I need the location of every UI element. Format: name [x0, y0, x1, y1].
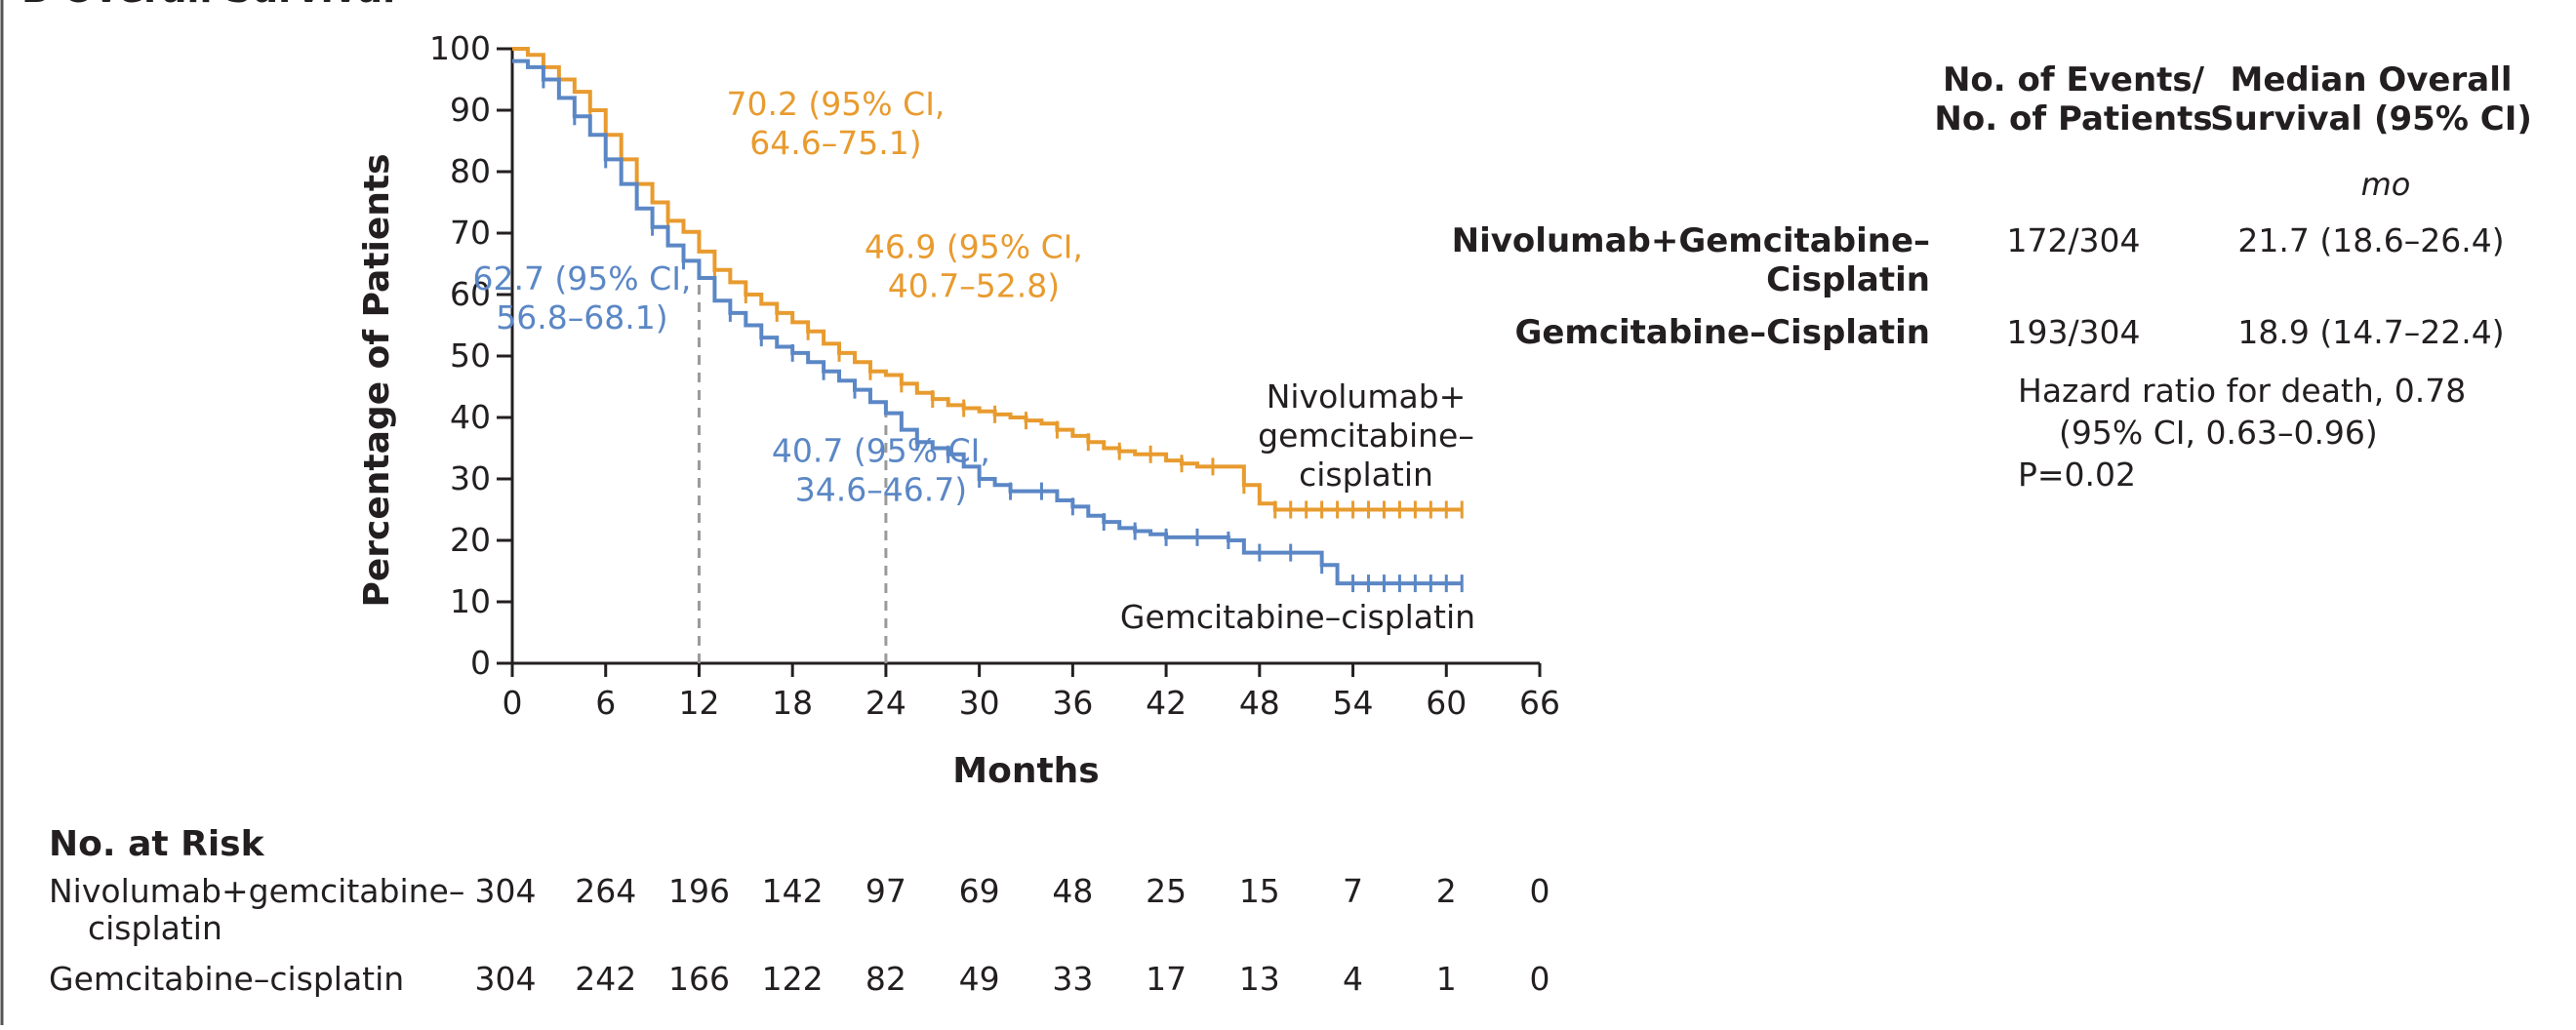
risk-row-label: Gemcitabine–cisplatin [49, 960, 404, 998]
median-header: Median Overall [2230, 60, 2512, 99]
risk-value: 15 [1239, 872, 1280, 910]
events-header: No. of Patients [1934, 99, 2212, 139]
risk-value: 7 [1343, 872, 1363, 910]
risk-value: 0 [1530, 960, 1550, 998]
risk-value: 242 [575, 960, 636, 998]
y-tick-label: 70 [450, 214, 491, 252]
risk-value: 196 [668, 872, 730, 910]
summary-row-label: Nivolumab+Gemcitabine– [1452, 221, 1930, 260]
summary-row-events: 172/304 [2006, 221, 2140, 259]
x-axis-title: Months [952, 751, 1099, 791]
x-tick-label: 18 [772, 684, 813, 722]
risk-value: 97 [865, 872, 906, 910]
gem-survival-curve [512, 59, 1463, 586]
y-tick-label: 60 [450, 275, 491, 313]
hazard-ratio-text: (95% CI, 0.63–0.96) [2059, 414, 2378, 452]
panel-title-group: B Overall Survival [21, 0, 395, 11]
x-tick-label: 0 [503, 684, 523, 722]
callout-text: 40.7 (95% CI, [772, 432, 990, 470]
risk-value: 142 [762, 872, 824, 910]
events-header: No. of Events/ [1943, 60, 2205, 99]
risk-value: 33 [1052, 960, 1093, 998]
nivo-series-label: cisplatin [1299, 456, 1433, 494]
axes: 0 6 12 18 24 30 36 42 48 54 60 66 0 10 20 30 40 50 60 70 80 9… [357, 29, 1560, 791]
survival-curves [512, 47, 1464, 593]
x-tick-label: 12 [678, 684, 719, 722]
risk-value: 166 [668, 960, 730, 998]
risk-value: 304 [475, 872, 537, 910]
x-tick-label: 42 [1146, 684, 1187, 722]
x-tick-label: 66 [1519, 684, 1560, 722]
risk-value: 1 [1436, 960, 1457, 998]
x-tick-label: 36 [1052, 684, 1093, 722]
risk-value: 13 [1239, 960, 1280, 998]
hazard-ratio-text: Hazard ratio for death, 0.78 [2018, 372, 2466, 410]
risk-value: 69 [959, 872, 1000, 910]
callout-text: 56.8–68.1) [496, 298, 667, 337]
gem-series-label: Gemcitabine–cisplatin [1120, 598, 1475, 636]
callout-text: 62.7 (95% CI, [472, 259, 691, 297]
risk-value: 25 [1146, 872, 1187, 910]
nivo-series-label: Nivolumab+ [1267, 377, 1467, 416]
callout-text: 64.6–75.1) [749, 124, 921, 162]
y-tick-label: 20 [450, 521, 491, 559]
risk-value: 49 [959, 960, 1000, 998]
risk-value: 2 [1436, 872, 1457, 910]
risk-value: 0 [1530, 872, 1550, 910]
risk-value: 122 [762, 960, 824, 998]
risk-row-label: Nivolumab+gemcitabine– [49, 872, 464, 910]
x-tick-label: 60 [1426, 684, 1467, 722]
summary-row-label: Gemcitabine–Cisplatin [1514, 313, 1930, 352]
reference-lines [697, 277, 888, 663]
callout-text: 40.7–52.8) [888, 267, 1060, 305]
y-tick-label: 80 [450, 152, 491, 190]
y-tick-label: 40 [450, 398, 491, 436]
x-tick-label: 6 [595, 684, 616, 722]
risk-value: 17 [1146, 960, 1187, 998]
y-tick-label: 0 [470, 644, 491, 682]
callout-text: 46.9 (95% CI, [865, 228, 1083, 266]
hazard-ratio-text: P=0.02 [2018, 456, 2136, 494]
y-tick-label: 50 [450, 337, 491, 375]
callout-text: 70.2 (95% CI, [726, 85, 945, 123]
y-tick-label: 30 [450, 459, 491, 497]
risk-value: 4 [1343, 960, 1363, 998]
risk-row-label: cisplatin [88, 909, 222, 947]
x-tick-label: 48 [1239, 684, 1280, 722]
y-tick-label: 100 [429, 29, 491, 67]
x-tick-label: 30 [959, 684, 1000, 722]
x-tick-label: 24 [865, 684, 906, 722]
x-tick-label: 54 [1333, 684, 1374, 722]
summary-row-median: 18.9 (14.7–22.4) [2237, 313, 2504, 351]
y-tick-label: 90 [450, 91, 491, 129]
y-tick-label: 10 [450, 582, 491, 620]
summary-row-median: 21.7 (18.6–26.4) [2237, 221, 2504, 259]
risk-value: 82 [865, 960, 906, 998]
summary-row-label: Cisplatin [1766, 260, 1930, 299]
risk-table: No. at Risk Nivolumab+gemcitabine–cisplat… [49, 824, 1550, 998]
median-header: Survival (95% CI) [2210, 99, 2532, 139]
callout-text: 34.6–46.7) [795, 471, 967, 509]
summary-table: No. of Events/No. of Patients Median Over… [1452, 60, 2532, 494]
units-label: mo [2361, 166, 2411, 203]
nivo-series-label: gemcitabine– [1258, 416, 1474, 455]
annotations: 70.2 (95% CI,64.6–75.1)46.9 (95% CI,40.7… [472, 85, 1475, 636]
risk-value: 264 [575, 872, 636, 910]
risk-table-title: No. at Risk [49, 824, 265, 864]
panel-title: B Overall Survival [21, 0, 395, 11]
y-axis-title: Percentage of Patients [357, 153, 397, 607]
risk-value: 48 [1052, 872, 1093, 910]
risk-value: 304 [475, 960, 537, 998]
summary-row-events: 193/304 [2006, 313, 2140, 351]
